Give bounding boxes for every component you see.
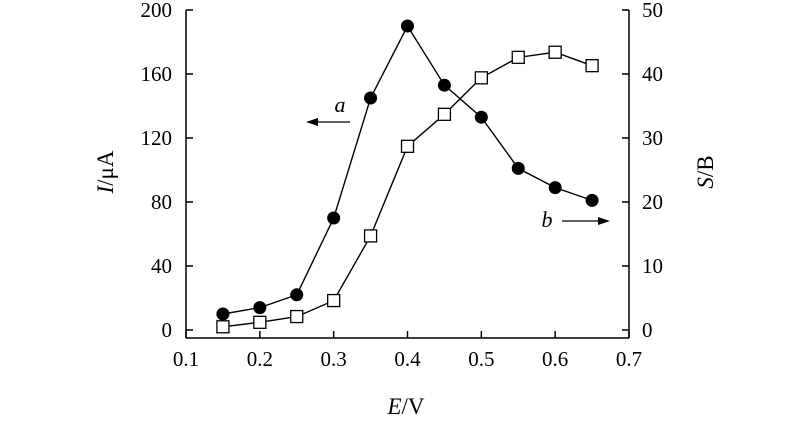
series-b-point <box>290 309 304 324</box>
annotation-b-arrow-head <box>598 217 610 225</box>
y-right-tick-label: 20 <box>642 190 663 214</box>
y-left-tick-label: 120 <box>141 126 173 150</box>
series-markers <box>216 19 599 334</box>
series-a-point <box>548 181 562 195</box>
series-a-point <box>511 161 525 175</box>
y-right-tick-label: 10 <box>642 254 663 278</box>
y-left-tick-label: 80 <box>151 190 172 214</box>
series-b-point <box>363 229 378 243</box>
annotation-a-label: a <box>335 92 346 117</box>
x-tick-label: 0.5 <box>468 347 494 371</box>
series-b-point <box>548 45 562 59</box>
series-a-point <box>585 193 599 207</box>
x-tick-label: 0.2 <box>247 347 273 371</box>
series-a-point <box>290 288 304 302</box>
y-left-tick-label: 160 <box>141 62 173 86</box>
x-tick-label: 0.3 <box>321 347 347 371</box>
series-a-point <box>401 19 414 33</box>
y-right-tick-label: 0 <box>642 318 653 342</box>
y-left-tick-label: 200 <box>141 0 173 22</box>
series-a-point <box>327 211 341 225</box>
series-b-point <box>437 107 452 121</box>
tick-labels: 0.1 0.2 0.3 0.4 0.5 0.6 0.70408012016020001020… <box>141 0 664 371</box>
series-a-point <box>474 110 488 124</box>
x-tick-label: 0.4 <box>394 347 421 371</box>
series-a-point <box>437 78 451 92</box>
series-a-point <box>216 307 230 321</box>
axes-frame <box>185 10 630 339</box>
y-left-tick-label: 40 <box>151 254 172 278</box>
series-b-point <box>474 71 488 85</box>
series-b-point <box>253 315 267 329</box>
series-b-point <box>327 293 341 308</box>
x-tick-label: 0.6 <box>542 347 568 371</box>
annotations: ab <box>306 92 610 232</box>
y-left-tick-label: 0 <box>162 318 173 342</box>
series-b-point <box>511 50 525 65</box>
y-axis-left-title: I/μA <box>93 150 118 194</box>
series-b-point <box>400 139 415 153</box>
annotation-a-arrow-head <box>306 118 318 126</box>
series-lines <box>222 24 593 328</box>
series-a-point <box>253 301 267 315</box>
y-axis-right-title: S/B <box>693 155 718 188</box>
series-b-point <box>585 59 599 73</box>
y-right-tick-label: 40 <box>642 62 663 86</box>
series-b-line <box>222 51 593 328</box>
x-axis-title: E/V <box>386 394 424 419</box>
y-right-tick-label: 50 <box>642 0 663 22</box>
y-right-tick-label: 30 <box>642 126 663 150</box>
series-a-point <box>364 91 378 105</box>
annotation-b-label: b <box>542 207 553 232</box>
tick-marks <box>185 9 630 338</box>
series-b-point <box>216 320 230 334</box>
x-tick-label: 0.1 <box>173 347 199 371</box>
series-a-line <box>222 24 593 315</box>
x-tick-label: 0.7 <box>616 347 642 371</box>
